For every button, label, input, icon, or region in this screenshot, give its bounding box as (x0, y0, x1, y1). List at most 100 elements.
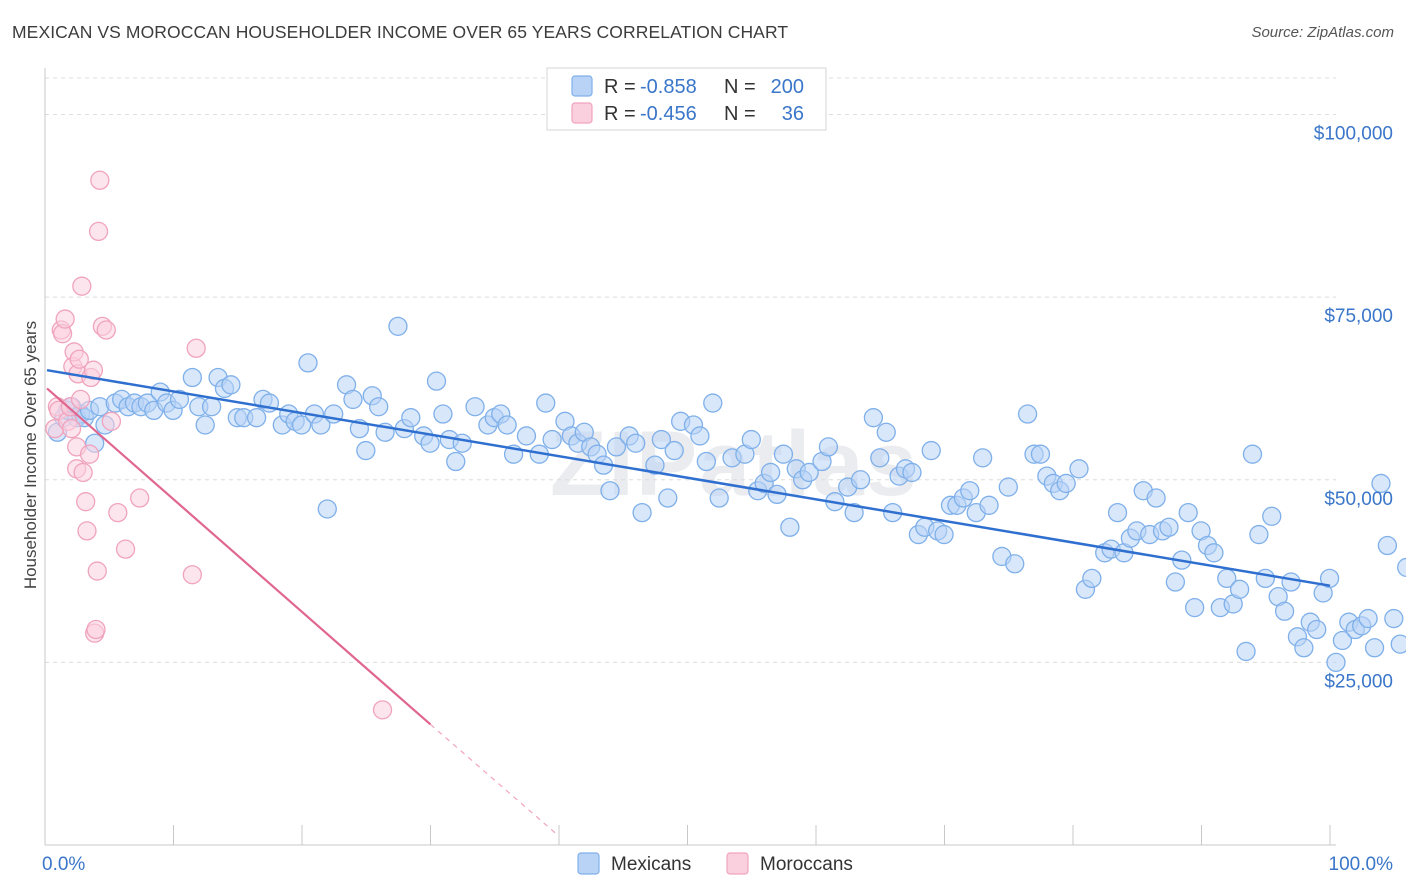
x-tick-label-0: 0.0% (42, 854, 85, 875)
mexicans-point-59 (452, 433, 472, 453)
mexicans-point-111 (870, 448, 890, 468)
mexicans-point-88 (690, 426, 710, 446)
mexicans-point-28 (221, 375, 241, 395)
mexicans-point-184 (1364, 638, 1385, 658)
mexicans-point-50 (388, 316, 408, 337)
mexicans-point-153 (1165, 572, 1186, 592)
bottom-legend-moroccans: Moroccans (760, 854, 853, 875)
moroccans-point-31 (108, 502, 128, 523)
y-tick-label-2: $75,000 (1324, 306, 1393, 327)
mexicans-point-166 (1249, 524, 1269, 545)
moroccans-point-18 (76, 492, 96, 512)
moroccans-point-34 (182, 565, 203, 585)
mexicans-point-94 (741, 429, 761, 450)
mexicans-point-173 (1294, 638, 1314, 658)
mexicans-point-139 (1069, 459, 1089, 479)
moroccans-point-35 (186, 338, 206, 358)
mexicans-point-165 (1242, 444, 1263, 464)
mexicans-point-177 (1319, 568, 1340, 589)
mexicans-point-163 (1229, 579, 1250, 599)
moroccans-trend-extension (430, 724, 560, 837)
mexicans-point-22 (182, 367, 203, 388)
mexicans-point-78 (606, 437, 627, 457)
mexicans-point-84 (658, 488, 678, 508)
bottom-legend-mexicans: Mexicans (611, 854, 691, 875)
moroccans-point-24 (86, 619, 106, 640)
mexicans-point-128 (979, 495, 999, 515)
mexicans-point-155 (1178, 502, 1198, 523)
legend-n-value-0: 200 (771, 76, 804, 98)
mexicans-point-171 (1281, 572, 1301, 592)
mexicans-point-164 (1236, 641, 1256, 662)
mexicans-point-112 (876, 422, 896, 442)
y-tick-label-3: $100,000 (1314, 124, 1393, 145)
moroccans-point-32 (115, 539, 136, 559)
mexicans-point-56 (433, 404, 453, 424)
moroccans-point-27 (90, 170, 110, 190)
mexicans-point-132 (1017, 404, 1038, 424)
mexicans-point-175 (1307, 619, 1327, 640)
legend-r-value-0: -0.858 (640, 76, 697, 98)
legend-box (546, 67, 827, 131)
moroccans-point-19 (77, 521, 97, 541)
moroccans-point-14 (69, 349, 89, 369)
mexicans-point-144 (1107, 502, 1128, 523)
moroccans-point-33 (130, 488, 150, 508)
mexicans-point-108 (844, 502, 864, 523)
mexicans-point-81 (632, 502, 652, 523)
mexicans-point-21 (169, 389, 190, 410)
mexicans-point-131 (1005, 554, 1025, 574)
axes (44, 68, 1336, 846)
mexicans-point-69 (542, 429, 562, 450)
legend-n-label-1: N = (724, 103, 756, 125)
mexicans-point-141 (1082, 568, 1102, 589)
moroccans-point-29 (96, 320, 116, 340)
moroccans-point-25 (87, 561, 107, 581)
y-tick-labels: $25,000 $50,000 $75,000 $100,000 (1314, 124, 1393, 693)
mexicans-point-150 (1146, 488, 1166, 508)
mexicans-point-185 (1371, 473, 1391, 494)
mexicans-point-121 (934, 524, 954, 545)
mexicans-point-89 (696, 451, 716, 472)
mexicans-point-25 (201, 397, 222, 417)
legend-r-value-1: -0.456 (640, 103, 697, 125)
mexicans-point-60 (465, 397, 485, 417)
moroccans-point-17 (73, 462, 93, 483)
mexicans-point-187 (1384, 608, 1404, 629)
mexicans-point-138 (1056, 473, 1076, 494)
mexicans-point-168 (1262, 506, 1282, 526)
source-credit: Source: ZipAtlas.com (1251, 24, 1394, 41)
mexicans-point-178 (1326, 652, 1346, 673)
mexicans-point-82 (645, 455, 665, 475)
moroccans-point-8 (61, 418, 82, 439)
moroccans-point-26 (88, 221, 109, 242)
moroccans-point-15 (70, 389, 91, 410)
mexicans-point-109 (850, 470, 871, 490)
mexicans-point-119 (921, 440, 941, 461)
mexicans-point-77 (600, 481, 620, 501)
mexicans-point-90 (703, 393, 723, 413)
mexicans-point-188 (1390, 634, 1406, 654)
mexicans-point-103 (799, 462, 819, 483)
mexicans-point-46 (356, 440, 376, 461)
gridlines (45, 77, 1336, 663)
mexicans-point-127 (972, 448, 993, 468)
legend-swatch-moroccans (571, 102, 593, 124)
moroccans-point-20 (79, 444, 100, 464)
y-tick-label-1: $50,000 (1324, 489, 1393, 510)
moroccans-point-16 (72, 276, 92, 296)
x-tick-label-1: 100.0% (1329, 854, 1394, 875)
mexicans-point-31 (246, 408, 267, 428)
mexicans-point-170 (1274, 601, 1295, 621)
mexicans-point-189 (1397, 557, 1406, 578)
mexicans-point-38 (298, 353, 318, 373)
legend-swatch-mexicans (571, 75, 593, 97)
mexicans-point-130 (998, 477, 1018, 497)
mexicans-point-105 (818, 437, 839, 457)
mexicans-point-24 (195, 415, 215, 435)
moroccans-trend-line (46, 387, 432, 726)
bottom-legend-swatch-moroccans (726, 852, 749, 875)
mexicans-point-44 (343, 389, 363, 410)
mexicans-point-55 (426, 371, 447, 391)
